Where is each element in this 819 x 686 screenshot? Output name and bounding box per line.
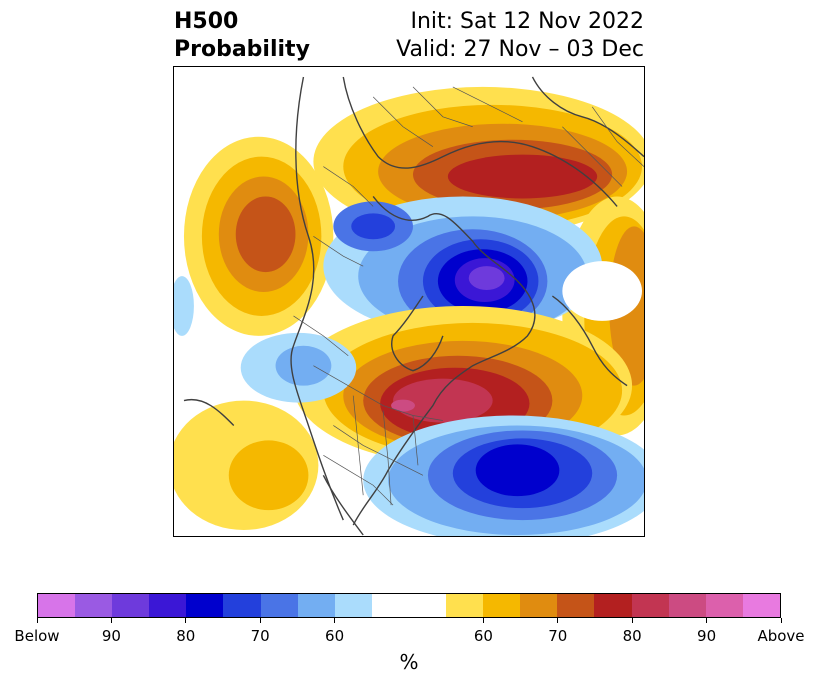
colorbar-tick-mark: [36, 618, 38, 623]
colorbar-swatch-1: [75, 594, 113, 617]
colorbar-swatch-18: [705, 594, 743, 617]
colorbar-swatch-2: [112, 594, 150, 617]
colorbar-swatch-5: [223, 594, 261, 617]
chart-title: H500 Probability: [174, 8, 310, 64]
colorbar-tick-label: Above: [757, 627, 805, 645]
colorbar-tick-label: 90: [101, 627, 121, 645]
colorbar-tick-mark: [482, 618, 484, 623]
colorbar-swatch-15: [594, 594, 632, 617]
colorbar: [37, 593, 781, 618]
region-subtropical-pacific-above: [174, 400, 319, 531]
colorbar-swatch-13: [520, 594, 558, 617]
colorbar-tick-label: Below: [14, 627, 60, 645]
coastlines: [183, 76, 644, 536]
region-siberia-arctic-above: [313, 86, 644, 237]
colorbar-tick-mark: [557, 618, 559, 623]
region-eastern-pacific-below: [174, 276, 357, 403]
colorbar-tick-mark: [110, 618, 112, 623]
colorbar-tick-mark: [334, 618, 336, 623]
title-line-2: Probability: [174, 37, 310, 62]
valid-dates: Valid: 27 Nov – 03 Dec: [396, 37, 644, 62]
init-date: Init: Sat 12 Nov 2022: [410, 9, 644, 34]
colorbar-tick-label: 70: [548, 627, 568, 645]
colorbar-unit-label: %: [399, 650, 419, 674]
forecast-dates: Init: Sat 12 Nov 2022 Valid: 27 Nov – 03…: [396, 8, 644, 64]
colorbar-swatch-7: [297, 594, 335, 617]
colorbar-swatch-16: [631, 594, 669, 617]
colorbar-tick-label: 80: [176, 627, 196, 645]
colorbar-tick-label: 60: [473, 627, 493, 645]
colorbar-swatch-10: [408, 594, 447, 617]
colorbar-swatch-11: [446, 594, 484, 617]
map-canvas: [174, 76, 644, 536]
title-line-1: H500: [174, 9, 239, 34]
colorbar-tick-label: 80: [622, 627, 642, 645]
colorbar-tick-mark: [259, 618, 261, 623]
colorbar-tick-mark: [780, 618, 782, 623]
colorbar-swatch-6: [260, 594, 298, 617]
colorbar-swatch-9: [371, 594, 409, 617]
colorbar-swatch-4: [186, 594, 224, 617]
colorbar-swatch-12: [483, 594, 521, 617]
colorbar-swatch-8: [334, 594, 372, 617]
colorbar-swatch-3: [149, 594, 187, 617]
colorbar-tick-mark: [185, 618, 187, 623]
colorbar-swatch-0: [38, 594, 76, 617]
colorbar-tick-mark: [631, 618, 633, 623]
colorbar-tick-label: 90: [697, 627, 717, 645]
colorbar-swatch-19: [742, 594, 780, 617]
region-north-atlantic-below: [363, 415, 644, 536]
colorbar-swatch-14: [557, 594, 595, 617]
colorbar-tick-label: 70: [250, 627, 270, 645]
colorbar-tick-mark: [706, 618, 708, 623]
colorbar-tick-label: 60: [325, 627, 345, 645]
region-north-pacific-above: [183, 136, 334, 336]
colorbar-swatch-17: [668, 594, 706, 617]
probability-map: [173, 66, 645, 537]
political-borders: [293, 86, 644, 506]
